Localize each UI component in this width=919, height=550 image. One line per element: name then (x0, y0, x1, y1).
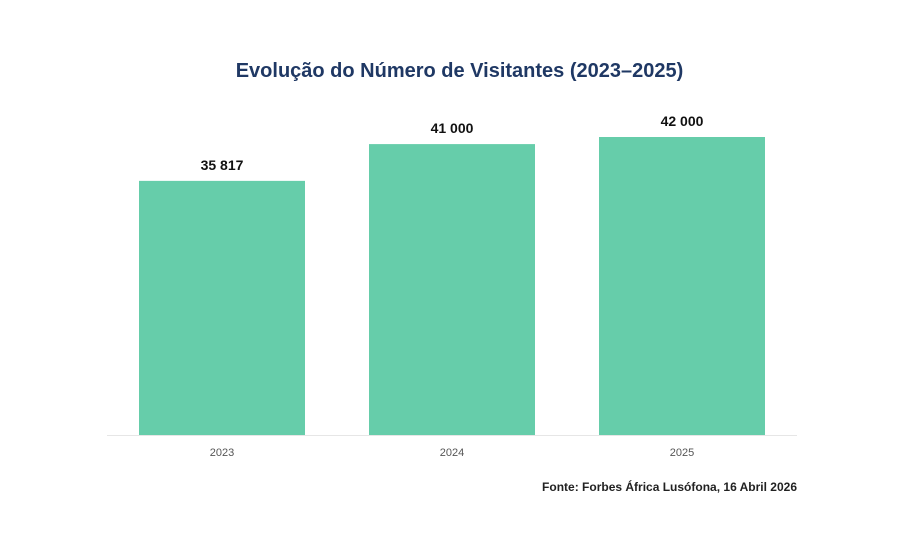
x-tick-label-2024: 2024 (440, 447, 464, 459)
bar-2023 (139, 180, 305, 435)
data-label-2023: 35 817 (201, 157, 244, 173)
data-label-2024: 41 000 (431, 120, 474, 136)
bar-2025 (599, 137, 765, 435)
source-note: Fonte: Forbes África Lusófona, 16 Abril … (542, 480, 797, 494)
x-tick-label-2023: 2023 (210, 447, 234, 459)
chart-title: Evolução do Número de Visitantes (2023–2… (235, 60, 684, 82)
data-label-2025: 42 000 (661, 113, 704, 129)
bar-2024 (369, 144, 535, 435)
x-tick-label-2025: 2025 (670, 447, 694, 459)
